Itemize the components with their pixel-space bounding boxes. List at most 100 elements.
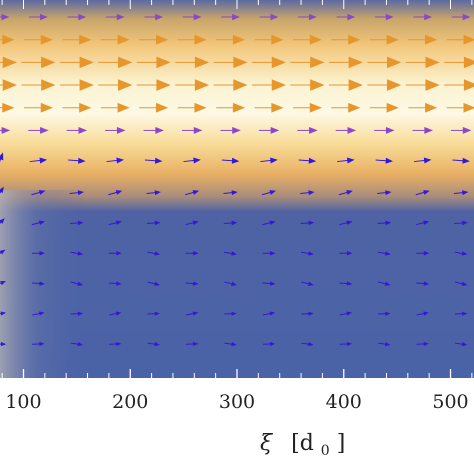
field-arrow <box>223 220 238 226</box>
band-arrow <box>144 13 164 21</box>
field-arrow <box>32 311 45 316</box>
band-arrow <box>259 13 279 21</box>
band-arrow <box>0 34 15 45</box>
field-arrow <box>377 281 391 286</box>
field-arrow <box>453 190 469 196</box>
field-arrow <box>31 190 46 196</box>
band-arrow <box>258 126 280 134</box>
x-axis-symbol: ξ <box>260 431 274 456</box>
band-arrow <box>216 102 246 113</box>
field-arrow <box>416 341 429 347</box>
band-arrow <box>444 56 474 69</box>
band-arrow <box>413 13 433 21</box>
band-arrow <box>29 13 48 21</box>
field-arrow <box>301 281 314 286</box>
band-arrow <box>23 102 53 113</box>
band-arrow <box>254 102 284 113</box>
field-arrow <box>301 311 314 316</box>
band-arrow <box>213 56 248 69</box>
band-arrow <box>367 56 402 69</box>
field-arrow <box>185 341 199 347</box>
field-arrow <box>185 220 199 226</box>
x-axis-unit: [d <box>291 431 314 456</box>
band-arrow <box>28 126 49 134</box>
field-arrow <box>378 342 391 347</box>
band-arrow <box>221 13 240 21</box>
field-arrow <box>300 251 314 256</box>
field-arrow <box>262 251 276 256</box>
band-arrow <box>293 34 322 45</box>
field-arrow <box>108 281 122 286</box>
x-tick-label-400: 400 <box>326 391 362 413</box>
field-arrow <box>70 281 84 286</box>
band-arrow <box>331 102 361 113</box>
band-arrow <box>0 79 17 91</box>
field-arrow <box>147 311 160 316</box>
field-arrow <box>70 220 84 226</box>
field-arrow <box>147 281 161 286</box>
field-arrow <box>147 342 160 347</box>
field-arrow <box>298 157 317 164</box>
field-arrow <box>377 220 392 226</box>
field-arrow <box>454 220 468 226</box>
field-arrow <box>301 342 314 347</box>
field-arrow <box>260 157 278 164</box>
field-arrow <box>146 220 161 226</box>
band-arrow <box>328 79 363 91</box>
x-tick-label-100: 100 <box>5 391 41 413</box>
x-axis-label: ξ [d 0 ] <box>260 431 345 461</box>
field-arrow <box>0 152 4 163</box>
field-arrow <box>32 341 45 347</box>
band-arrow <box>0 102 15 113</box>
band-arrow <box>374 126 395 134</box>
field-arrow <box>69 190 85 196</box>
field-arrow <box>378 311 391 316</box>
field-arrow <box>223 190 238 196</box>
field-arrow <box>339 220 353 226</box>
field-arrow <box>224 342 237 347</box>
band-arrow <box>136 56 171 69</box>
band-arrow <box>59 79 94 91</box>
band-arrow <box>139 34 169 45</box>
field-arrow <box>377 251 391 256</box>
band-arrow <box>290 79 325 91</box>
band-arrow <box>451 13 471 21</box>
band-arrow <box>408 34 438 45</box>
field-arrow <box>70 311 84 316</box>
field-arrow <box>224 281 237 286</box>
field-arrow <box>339 251 353 256</box>
band-arrow <box>374 13 394 21</box>
field-arrow <box>0 186 4 194</box>
field-arrow <box>339 311 352 316</box>
plot-area <box>0 0 474 378</box>
band-arrow <box>408 102 438 113</box>
field-arrow <box>300 220 315 226</box>
field-arrow <box>70 251 84 256</box>
field-arrow <box>108 190 123 196</box>
band-arrow <box>412 126 433 134</box>
field-arrow <box>31 251 45 256</box>
band-arrow <box>66 126 88 134</box>
band-arrow <box>336 13 356 21</box>
x-axis: 100 200 300 400 500 <box>1 0 473 413</box>
x-axis-unit-subscript: 0 <box>321 443 330 459</box>
field-arrow <box>454 251 468 256</box>
field-arrow <box>262 341 276 347</box>
band-arrow <box>290 56 325 69</box>
field-arrow <box>337 157 355 164</box>
band-arrow <box>23 34 53 45</box>
field-arrow <box>415 190 430 196</box>
band-arrow <box>328 56 363 69</box>
field-arrow <box>109 341 122 347</box>
band-arrow <box>21 79 56 91</box>
band-arrow <box>297 126 318 134</box>
band-arrow <box>254 34 284 45</box>
band-arrow <box>0 13 10 21</box>
field-arrow <box>185 251 199 256</box>
field-arrow <box>452 157 470 164</box>
field-arrow <box>0 311 7 316</box>
field-arrow <box>454 281 468 286</box>
field-arrow <box>68 157 86 164</box>
x-tick-label-500: 500 <box>432 391 468 413</box>
